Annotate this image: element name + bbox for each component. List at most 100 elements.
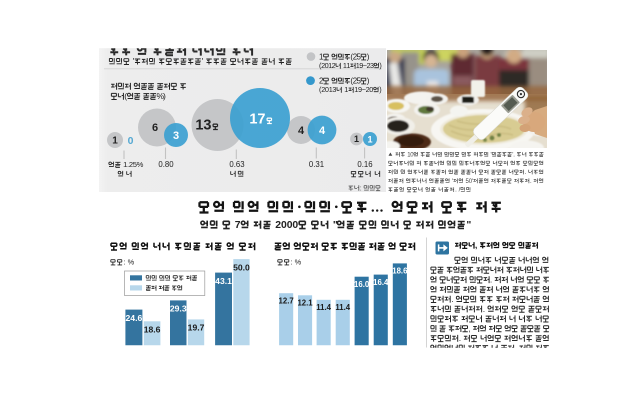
svg-text:1: 1	[407, 152, 411, 158]
svg-text:0: 0	[369, 85, 373, 94]
svg-text:2: 2	[321, 85, 325, 94]
svg-text:24.6: 24.6	[126, 313, 143, 323]
svg-text:2: 2	[367, 61, 371, 70]
svg-text:': '	[202, 56, 204, 66]
svg-text:%: %	[157, 91, 165, 101]
svg-text:0: 0	[287, 220, 293, 231]
svg-text:~: ~	[362, 85, 366, 94]
svg-text:11.4: 11.4	[335, 303, 350, 312]
svg-text::: :	[360, 185, 362, 192]
svg-text:": "	[333, 220, 338, 231]
svg-text:16.0: 16.0	[354, 280, 370, 289]
svg-text:1: 1	[329, 85, 333, 94]
svg-text:0: 0	[128, 135, 134, 147]
svg-text:': '	[512, 152, 513, 158]
svg-text:(: (	[350, 77, 353, 86]
svg-text:0.63: 0.63	[229, 160, 244, 169]
svg-text:6: 6	[152, 122, 158, 134]
svg-text:.: .	[459, 333, 461, 343]
svg-text:%: %	[128, 258, 135, 267]
svg-text:2: 2	[366, 85, 370, 94]
svg-text:): )	[163, 91, 166, 101]
svg-text:): )	[379, 85, 381, 94]
svg-text:5: 5	[357, 77, 362, 86]
svg-text:.: .	[490, 275, 492, 285]
svg-text::: :	[123, 258, 125, 267]
svg-text:(: (	[350, 53, 353, 62]
svg-text:9: 9	[359, 61, 363, 70]
svg-text:12.1: 12.1	[297, 299, 313, 308]
svg-text::: :	[290, 258, 292, 267]
svg-text:1: 1	[356, 61, 360, 70]
svg-text:): )	[367, 53, 370, 62]
svg-text:(: (	[319, 61, 322, 70]
svg-text:1: 1	[344, 85, 348, 94]
svg-text:4: 4	[298, 125, 305, 137]
svg-text:(: (	[319, 85, 322, 94]
svg-text:): )	[367, 77, 370, 86]
svg-text:1: 1	[343, 61, 347, 70]
svg-text:50.0: 50.0	[233, 262, 250, 272]
svg-text:2: 2	[319, 77, 324, 86]
svg-text:0: 0	[469, 179, 473, 185]
svg-text:5: 5	[357, 53, 362, 62]
svg-text:': '	[472, 179, 473, 185]
svg-text:1: 1	[354, 85, 358, 94]
svg-text:2: 2	[321, 61, 325, 70]
svg-text:.: .	[127, 160, 129, 169]
svg-text:": "	[466, 220, 471, 231]
svg-text:.: .	[455, 188, 457, 194]
svg-text:19.7: 19.7	[188, 323, 205, 333]
svg-text:1: 1	[346, 61, 350, 70]
svg-text:0: 0	[281, 220, 287, 231]
svg-text:1: 1	[123, 160, 127, 169]
svg-text:(: (	[124, 91, 127, 101]
svg-text:1: 1	[367, 134, 372, 144]
svg-text:/: /	[459, 188, 461, 194]
svg-text:1: 1	[319, 53, 324, 62]
svg-text:.: .	[530, 179, 532, 185]
svg-text:2: 2	[275, 220, 281, 231]
svg-text:43.1: 43.1	[215, 276, 232, 286]
svg-text:0.80: 0.80	[158, 160, 174, 169]
svg-text:18.6: 18.6	[144, 325, 161, 335]
svg-text:11.4: 11.4	[316, 303, 331, 312]
svg-text:17: 17	[249, 112, 265, 128]
svg-text:0: 0	[410, 152, 414, 158]
svg-text:29.3: 29.3	[170, 304, 187, 314]
svg-text:%: %	[295, 258, 302, 267]
svg-text:3: 3	[370, 61, 374, 70]
svg-text:,: ,	[468, 323, 470, 333]
svg-text:0.31: 0.31	[309, 160, 324, 169]
svg-text:7: 7	[235, 220, 241, 231]
svg-text:.: .	[515, 343, 517, 353]
svg-text:.: .	[451, 294, 453, 304]
svg-text:': '	[452, 179, 453, 185]
svg-text:): )	[379, 61, 381, 70]
svg-text:2: 2	[129, 160, 133, 169]
svg-text:.: .	[513, 152, 515, 158]
svg-text:0: 0	[292, 220, 298, 231]
svg-text:%: %	[137, 160, 144, 169]
svg-text:': '	[133, 56, 135, 66]
svg-text:16.4: 16.4	[373, 278, 389, 287]
svg-text:0: 0	[325, 61, 329, 70]
svg-text:2: 2	[353, 77, 358, 86]
svg-text:1: 1	[354, 134, 359, 144]
svg-text:18.6: 18.6	[392, 267, 408, 276]
svg-text:~: ~	[363, 61, 367, 70]
svg-text:3: 3	[173, 130, 179, 142]
svg-text:9: 9	[358, 85, 362, 94]
svg-text:5: 5	[466, 179, 470, 185]
svg-text:4: 4	[319, 125, 326, 137]
svg-text:2: 2	[353, 53, 358, 62]
svg-text:0: 0	[325, 85, 329, 94]
svg-text:12.7: 12.7	[279, 296, 294, 305]
svg-text:,: ,	[475, 241, 477, 250]
svg-text:1: 1	[328, 61, 332, 70]
svg-text:5: 5	[133, 160, 137, 169]
svg-text:3: 3	[332, 85, 336, 94]
svg-text:': '	[491, 152, 492, 158]
svg-text:.: .	[525, 170, 527, 176]
svg-text:1: 1	[112, 136, 118, 147]
